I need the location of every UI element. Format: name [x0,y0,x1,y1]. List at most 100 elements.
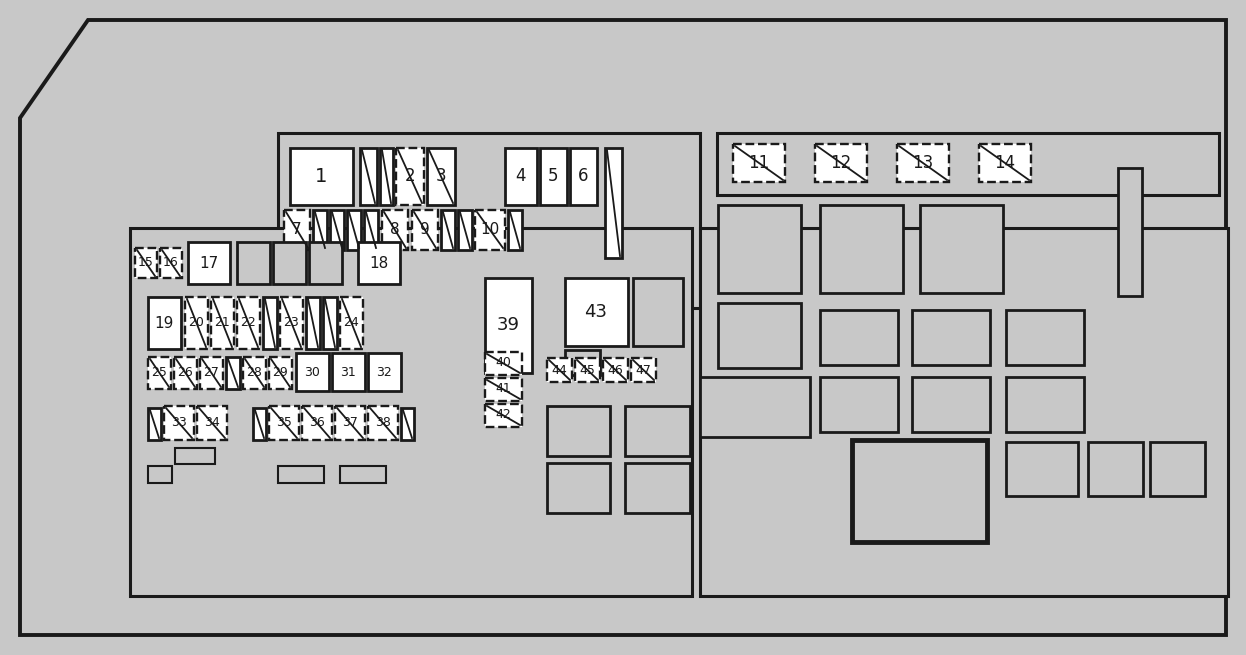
Bar [547,358,572,382]
Text: 19: 19 [155,316,173,331]
Bar [284,210,310,250]
Text: 21: 21 [214,316,229,329]
Text: 39: 39 [496,316,520,334]
Bar [718,303,801,368]
Text: 10: 10 [481,223,500,238]
Bar [401,408,414,440]
Bar [330,210,344,250]
Bar [508,210,522,250]
Text: 13: 13 [912,154,933,172]
Bar [243,357,265,389]
Bar [733,144,785,182]
Text: 28: 28 [245,367,262,379]
Bar [475,210,505,250]
Text: 40: 40 [495,356,511,369]
Text: 32: 32 [376,365,392,379]
Bar [340,466,386,483]
Bar [290,148,353,205]
Bar [820,310,898,365]
Bar [630,358,655,382]
Bar [852,440,987,542]
Bar [606,148,622,258]
Bar [815,144,867,182]
Text: 3: 3 [436,167,446,185]
Text: 2: 2 [405,167,415,185]
Bar [364,210,378,250]
Text: 29: 29 [272,367,288,379]
Bar [459,210,472,250]
Bar [130,228,692,596]
Bar [427,148,455,205]
Text: 31: 31 [340,365,356,379]
Bar [148,297,181,349]
Bar [148,357,171,389]
Bar [569,148,597,205]
Bar [485,352,522,375]
Text: 45: 45 [579,364,594,377]
Bar [331,353,365,391]
Bar [164,406,194,440]
Text: 20: 20 [188,316,204,329]
Bar [716,133,1219,195]
Bar [540,148,567,205]
Bar [383,210,407,250]
Bar [184,297,208,349]
Bar [1088,442,1143,496]
Bar [211,297,234,349]
Text: 44: 44 [551,364,567,377]
Bar [574,358,601,382]
Text: 41: 41 [495,383,511,396]
Bar [226,357,240,389]
Text: 11: 11 [749,154,770,172]
Bar [278,466,324,483]
Text: 22: 22 [240,316,255,329]
Bar [564,278,628,346]
Bar [412,210,439,250]
Bar [174,448,216,464]
Bar [547,463,611,513]
Bar [197,406,227,440]
Bar [633,278,683,346]
Bar [159,248,182,278]
Text: 15: 15 [138,257,155,269]
Bar [263,297,277,349]
Bar [1006,377,1084,432]
Text: 24: 24 [343,316,359,329]
Bar [603,358,628,382]
Bar [625,406,690,456]
Bar [564,350,601,375]
Bar [912,310,991,365]
Text: 9: 9 [420,223,430,238]
Text: 26: 26 [177,367,193,379]
Text: 7: 7 [293,223,302,238]
Text: 18: 18 [369,255,389,271]
Bar [302,406,331,440]
Bar [307,297,320,349]
Bar [148,466,172,483]
Text: 23: 23 [283,316,299,329]
Text: 35: 35 [277,417,292,430]
Bar [346,210,361,250]
Text: 12: 12 [830,154,851,172]
Bar [700,377,810,437]
Bar [547,406,611,456]
Bar [148,408,161,440]
Text: 16: 16 [163,257,179,269]
Text: 4: 4 [516,167,526,185]
Bar [979,144,1030,182]
Text: 42: 42 [495,409,511,422]
Text: 27: 27 [203,367,219,379]
Text: 30: 30 [304,365,320,379]
Bar [396,148,424,205]
Bar [269,406,299,440]
Bar [1118,168,1143,296]
Bar [135,248,157,278]
Text: 14: 14 [994,154,1015,172]
Bar [278,133,700,308]
Bar [1006,310,1084,365]
Bar [920,205,1003,293]
Bar [313,210,326,250]
Text: 38: 38 [375,417,391,430]
Bar [820,205,903,293]
Polygon shape [20,20,1226,635]
